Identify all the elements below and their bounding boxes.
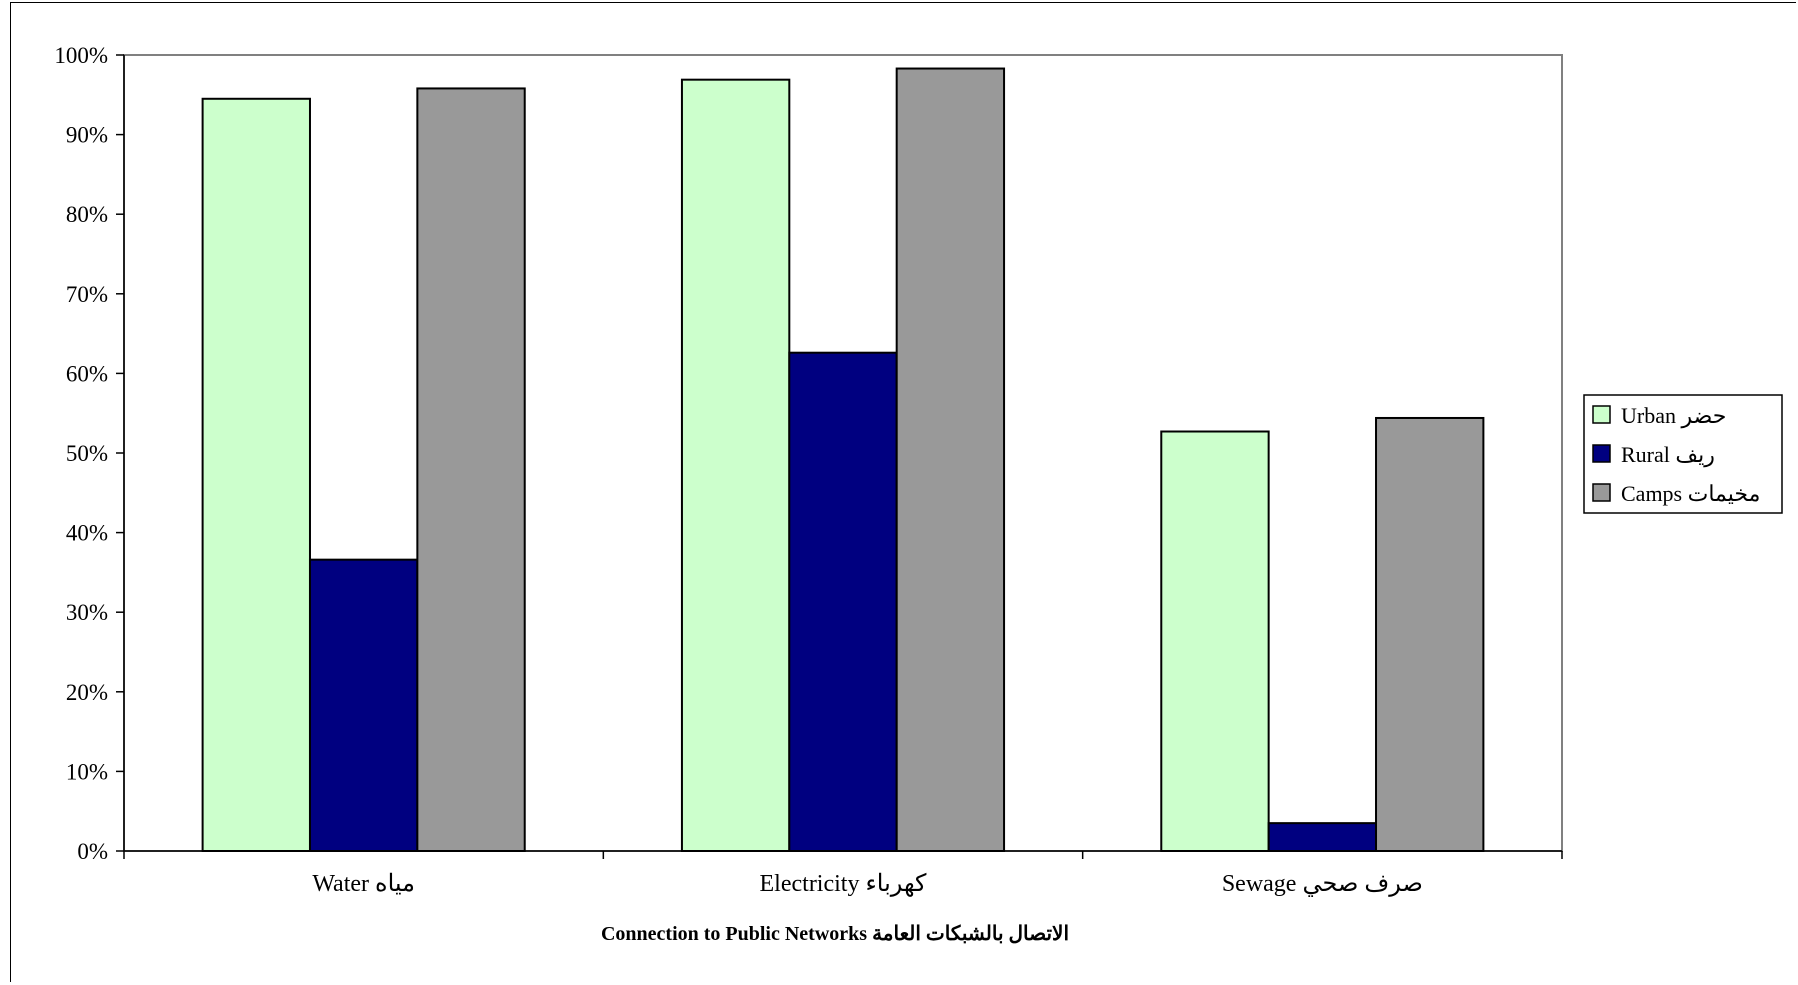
x-tick-label: Sewage صرف صحي	[1222, 871, 1423, 897]
y-tick-label: 90%	[66, 123, 108, 148]
bar	[1160, 430, 1270, 852]
y-tick-label: 0%	[77, 839, 108, 864]
x-axis: Water مياه Electricity كهرباء Sewage صرف ص…	[123, 850, 1563, 897]
y-tick-label: 80%	[66, 202, 108, 227]
y-tick-label: 40%	[66, 521, 108, 546]
legend: Urban حضر Rural ريف Camps مخيمات	[1583, 394, 1783, 514]
y-tick-label: 20%	[66, 680, 108, 705]
bar	[680, 78, 791, 852]
legend-box	[1583, 394, 1783, 514]
y-tick-label: 100%	[54, 43, 108, 68]
bar	[1375, 416, 1485, 852]
x-tick-label: Water مياه	[312, 871, 415, 897]
bars	[201, 67, 1485, 853]
x-tick-label: Electricity كهرباء	[760, 871, 928, 897]
bar	[201, 97, 311, 852]
bar	[1267, 822, 1378, 853]
y-tick-label: 70%	[66, 282, 108, 307]
y-tick-label: 50%	[66, 441, 108, 466]
y-tick-label: 60%	[66, 361, 108, 386]
x-axis-title: Connection to Public Networks الاتصال با…	[601, 923, 1069, 945]
legend-label: Urban حضر	[1621, 403, 1726, 429]
legend-swatch	[1592, 483, 1611, 502]
y-tick-label: 10%	[66, 759, 108, 784]
y-tick-label: 30%	[66, 600, 108, 625]
bar	[416, 87, 526, 852]
chart-frame	[10, 2, 1796, 982]
legend-swatch	[1592, 405, 1611, 424]
bar	[895, 67, 1006, 853]
bar	[788, 351, 898, 852]
legend-label: Rural ريف	[1621, 442, 1715, 468]
bar	[308, 558, 419, 852]
legend-swatch	[1592, 444, 1611, 463]
y-axis: 0% 10% 20% 30% 40% 50% 60% 70% 80% 90% 100%	[54, 43, 125, 864]
legend-label: Camps مخيمات	[1621, 481, 1760, 506]
